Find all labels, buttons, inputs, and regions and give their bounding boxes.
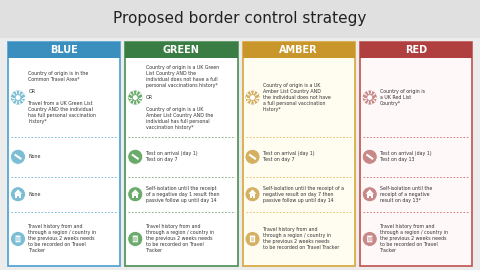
Text: None: None	[28, 154, 41, 159]
Text: Test on arrival (day 1)
Test on day 7: Test on arrival (day 1) Test on day 7	[263, 151, 314, 162]
FancyBboxPatch shape	[15, 235, 21, 243]
Circle shape	[128, 149, 143, 164]
FancyBboxPatch shape	[132, 194, 138, 198]
FancyBboxPatch shape	[8, 42, 120, 58]
FancyBboxPatch shape	[132, 235, 138, 243]
Circle shape	[17, 241, 19, 242]
Circle shape	[245, 149, 260, 164]
Circle shape	[369, 241, 371, 242]
Circle shape	[254, 91, 255, 92]
Circle shape	[257, 93, 258, 94]
Circle shape	[24, 97, 25, 98]
Circle shape	[140, 100, 141, 102]
Text: Travel history from and
through a region / country in
the previous 2 weeks needs: Travel history from and through a region…	[28, 224, 96, 254]
Circle shape	[364, 100, 365, 102]
Circle shape	[254, 103, 255, 104]
FancyBboxPatch shape	[367, 194, 372, 198]
Circle shape	[141, 97, 142, 98]
FancyBboxPatch shape	[0, 0, 480, 38]
Polygon shape	[366, 154, 374, 160]
FancyBboxPatch shape	[250, 235, 255, 243]
FancyBboxPatch shape	[369, 196, 371, 198]
FancyBboxPatch shape	[134, 196, 136, 198]
Circle shape	[132, 103, 134, 104]
Circle shape	[11, 90, 25, 105]
FancyBboxPatch shape	[360, 42, 472, 266]
Text: Country of origin is in the
Common Travel Area*

OR

Travel from a UK Green List: Country of origin is in the Common Trave…	[28, 71, 96, 124]
Circle shape	[22, 93, 24, 94]
Circle shape	[129, 97, 130, 98]
Circle shape	[15, 91, 17, 92]
Circle shape	[22, 100, 24, 102]
Polygon shape	[249, 154, 256, 160]
FancyBboxPatch shape	[242, 42, 355, 266]
FancyBboxPatch shape	[125, 42, 238, 266]
Text: Self-isolation until the receipt of a
negative result on day 7 then
passive foll: Self-isolation until the receipt of a ne…	[263, 186, 344, 203]
FancyBboxPatch shape	[16, 237, 20, 241]
Circle shape	[12, 100, 14, 102]
Circle shape	[19, 103, 21, 104]
FancyBboxPatch shape	[17, 196, 19, 198]
Circle shape	[136, 91, 138, 92]
Polygon shape	[248, 189, 257, 194]
Text: AMBER: AMBER	[279, 45, 318, 55]
Circle shape	[258, 97, 259, 98]
Circle shape	[245, 90, 260, 105]
Circle shape	[11, 231, 25, 247]
Circle shape	[375, 97, 377, 98]
Circle shape	[130, 93, 131, 94]
Circle shape	[11, 187, 25, 202]
Circle shape	[128, 187, 143, 202]
Circle shape	[364, 93, 365, 94]
FancyBboxPatch shape	[15, 194, 21, 198]
Circle shape	[250, 103, 251, 104]
Polygon shape	[14, 154, 22, 160]
FancyBboxPatch shape	[252, 196, 253, 198]
Text: Travel history from and
through a region / country in
the previous 2 weeks needs: Travel history from and through a region…	[146, 224, 214, 254]
Circle shape	[11, 97, 12, 98]
Circle shape	[362, 149, 377, 164]
Polygon shape	[131, 189, 139, 194]
Text: Test on arrival (day 1)
Test on day 7: Test on arrival (day 1) Test on day 7	[146, 151, 197, 162]
Circle shape	[250, 91, 251, 92]
Circle shape	[247, 93, 248, 94]
FancyBboxPatch shape	[125, 42, 238, 58]
Text: Country of origin is a UK Green
List Country AND the
individual does not have a : Country of origin is a UK Green List Cou…	[146, 65, 219, 130]
Circle shape	[362, 187, 377, 202]
Text: Travel history from and
through a region / country in
the previous 2 weeks needs: Travel history from and through a region…	[263, 227, 339, 251]
Text: Test on arrival (day 1)
Test on day 13: Test on arrival (day 1) Test on day 13	[380, 151, 432, 162]
Circle shape	[135, 241, 136, 242]
FancyBboxPatch shape	[242, 42, 355, 58]
Circle shape	[257, 100, 258, 102]
Polygon shape	[131, 154, 139, 160]
Text: Self-isolation until the
receipt of a negative
result on day 13*: Self-isolation until the receipt of a ne…	[380, 186, 432, 203]
Circle shape	[367, 95, 372, 100]
Text: None: None	[28, 192, 41, 197]
Circle shape	[252, 241, 253, 242]
FancyBboxPatch shape	[250, 194, 255, 198]
Circle shape	[362, 90, 377, 105]
Circle shape	[15, 95, 21, 100]
Circle shape	[132, 95, 138, 100]
Circle shape	[374, 100, 375, 102]
FancyBboxPatch shape	[133, 237, 137, 241]
Circle shape	[140, 93, 141, 94]
FancyBboxPatch shape	[251, 237, 254, 241]
Circle shape	[371, 91, 372, 92]
Text: Country of origin is
a UK Red List
Country*: Country of origin is a UK Red List Count…	[380, 89, 425, 106]
FancyBboxPatch shape	[360, 42, 472, 58]
Circle shape	[128, 90, 143, 105]
Circle shape	[15, 103, 17, 104]
Polygon shape	[14, 189, 22, 194]
Circle shape	[128, 231, 143, 247]
Text: Travel history from and
through a region / country in
the previous 2 weeks needs: Travel history from and through a region…	[380, 224, 448, 254]
Circle shape	[12, 93, 14, 94]
Text: Self-isolation until the receipt
of a negative day 1 result then
passive follow : Self-isolation until the receipt of a ne…	[146, 186, 219, 203]
Text: Proposed border control strategy: Proposed border control strategy	[113, 12, 367, 26]
FancyBboxPatch shape	[8, 42, 120, 266]
Circle shape	[245, 231, 260, 247]
Circle shape	[250, 95, 255, 100]
Circle shape	[363, 97, 364, 98]
Circle shape	[371, 103, 372, 104]
Circle shape	[246, 97, 247, 98]
